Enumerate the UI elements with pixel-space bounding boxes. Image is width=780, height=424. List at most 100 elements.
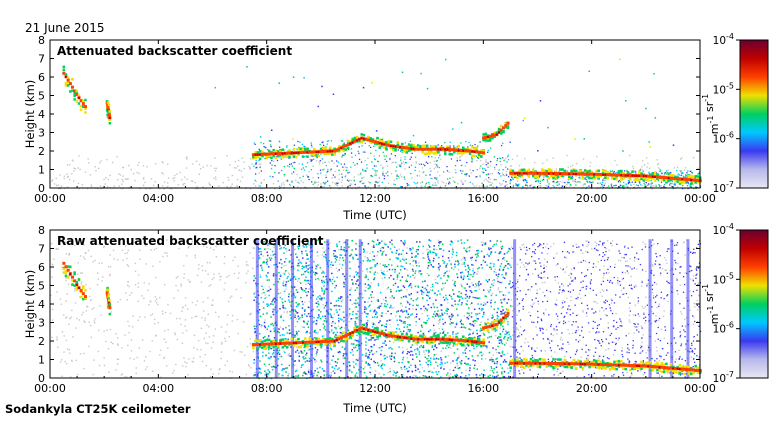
signal-dot	[313, 373, 315, 375]
noise-dot	[224, 338, 225, 339]
signal-dot	[399, 273, 401, 275]
signal-dot	[284, 174, 285, 175]
noise-dot	[380, 263, 381, 264]
signal-dot	[382, 173, 383, 174]
noise-dot	[81, 314, 82, 315]
noise-dot	[103, 179, 104, 180]
signal-dot	[343, 311, 345, 313]
signal-dot	[586, 179, 587, 180]
signal-dot	[512, 177, 513, 178]
noise-dot	[582, 252, 583, 253]
cloud-halo	[293, 155, 296, 158]
noise-dot	[545, 309, 546, 310]
signal-dot	[298, 316, 300, 318]
signal-dot	[351, 157, 352, 158]
signal-dot	[389, 371, 391, 373]
noise-dot	[164, 181, 165, 182]
signal-dot	[355, 271, 357, 273]
noise-dot	[138, 320, 139, 321]
cloud-halo	[552, 177, 555, 180]
noise-dot	[546, 266, 547, 267]
noise-dot	[604, 183, 605, 184]
signal-dot	[407, 351, 409, 353]
cloud-core	[458, 149, 460, 151]
noise-dot	[464, 345, 465, 346]
signal-dot	[537, 150, 539, 152]
noise-dot	[104, 183, 105, 184]
noise-dot	[80, 272, 81, 273]
signal-dot	[365, 186, 366, 187]
signal-dot	[318, 309, 320, 311]
noise-dot	[483, 302, 484, 303]
noise-dot	[186, 167, 187, 168]
noise-dot	[84, 258, 85, 259]
noise-dot	[283, 184, 284, 185]
noise-dot	[553, 243, 554, 244]
signal-dot	[382, 175, 383, 176]
noise-dot	[528, 312, 529, 313]
noise-dot	[186, 255, 187, 256]
noise-dot	[292, 180, 293, 181]
noise-dot	[195, 255, 196, 256]
signal-dot	[635, 182, 636, 183]
cloud-halo	[421, 145, 424, 148]
signal-dot	[488, 279, 490, 281]
signal-dot	[398, 149, 399, 150]
noise-dot	[676, 358, 677, 359]
noise-dot	[84, 368, 85, 369]
noise-dot	[664, 338, 665, 339]
noise-dot	[634, 326, 635, 327]
noise-dot	[435, 313, 436, 314]
noise-dot	[225, 331, 226, 332]
noise-dot	[212, 373, 213, 374]
signal-dot	[318, 106, 320, 108]
x-tick-label: 08:00	[251, 192, 283, 205]
signal-dot	[279, 186, 280, 187]
cloud-halo	[306, 148, 309, 151]
noise-dot	[354, 176, 355, 177]
cloud-halo	[302, 155, 305, 158]
cloud-core	[69, 82, 72, 85]
cloud-halo	[313, 154, 316, 157]
signal-dot	[307, 176, 308, 177]
noise-dot	[585, 286, 586, 287]
noise-dot	[113, 250, 114, 251]
signal-dot	[465, 141, 466, 142]
signal-dot	[260, 316, 262, 318]
signal-dot	[370, 175, 371, 176]
signal-dot	[267, 305, 269, 307]
cloud-halo	[620, 178, 623, 181]
noise-dot	[504, 259, 505, 260]
cloud-core	[537, 172, 539, 174]
noise-dot	[83, 256, 84, 257]
noise-dot	[341, 182, 342, 183]
signal-dot	[466, 162, 467, 163]
signal-dot	[648, 141, 650, 143]
signal-dot	[384, 155, 385, 156]
noise-dot	[106, 159, 107, 160]
signal-dot	[270, 259, 272, 261]
noise-dot	[191, 180, 192, 181]
signal-dot	[384, 159, 385, 160]
noise-dot	[67, 348, 68, 349]
signal-dot	[489, 336, 491, 338]
noise-dot	[240, 297, 241, 298]
noise-dot	[180, 324, 181, 325]
noise-dot	[660, 274, 661, 275]
noise-dot	[484, 180, 485, 181]
noise-dot	[236, 289, 237, 290]
noise-dot	[434, 161, 435, 162]
noise-dot	[561, 349, 562, 350]
noise-dot	[429, 168, 430, 169]
cloud-core	[340, 147, 342, 149]
signal-dot	[644, 184, 645, 185]
noise-dot	[232, 371, 233, 372]
noise-dot	[202, 301, 203, 302]
noise-dot	[476, 273, 477, 274]
noise-dot	[690, 278, 691, 279]
noise-dot	[659, 374, 660, 375]
signal-dot	[407, 183, 408, 184]
noise-dot	[600, 292, 601, 293]
noise-dot	[60, 298, 61, 299]
signal-dot	[306, 352, 308, 354]
